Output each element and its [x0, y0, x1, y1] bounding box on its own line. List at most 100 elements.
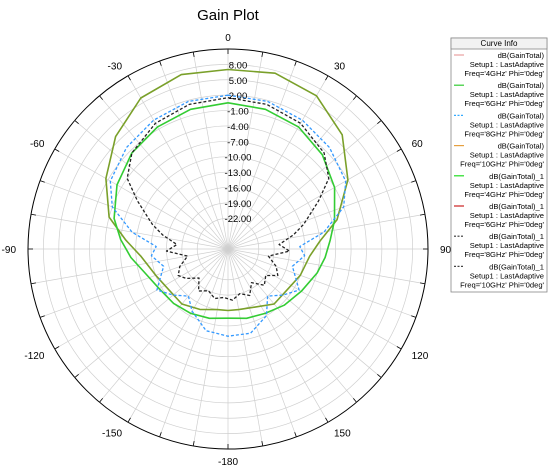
angle-tick-label: 60: [412, 139, 424, 150]
angular-grid-line: [54, 148, 229, 250]
legend-entry-name: dB(GainTotal): [498, 81, 545, 90]
legend-entry-name: dB(GainTotal)_1: [489, 262, 544, 271]
legend-entry-name: dB(GainTotal)_1: [489, 232, 544, 241]
radial-tick-label: -13.00: [225, 168, 252, 179]
angle-tick-label: 90: [440, 245, 452, 256]
outer-tick: [419, 213, 426, 216]
angular-grid-line: [227, 248, 426, 285]
legend-entry-freq: Freq='6GHz' Phi='0deg': [464, 99, 544, 108]
angle-tick-label: -90: [2, 245, 17, 256]
angular-grid-line: [227, 51, 264, 250]
legend-entry-freq: Freq='4GHz' Phi='0deg': [464, 69, 544, 78]
angular-grid-line: [227, 95, 357, 250]
radial-tick-label: -1.00: [227, 107, 249, 118]
legend-entry-name: dB(GainTotal): [498, 111, 545, 120]
legend-entry-name: dB(GainTotal): [498, 51, 545, 60]
angular-grid-line: [99, 95, 229, 250]
legend-entry-freq: Freq='8GHz' Phi='0deg': [464, 250, 544, 259]
legend-entry-setup: Setup1 : LastAdaptive: [470, 90, 544, 99]
polar-grid: [27, 48, 429, 450]
radial-tick-label: -16.00: [225, 183, 252, 194]
outer-tick: [74, 374, 79, 378]
angular-grid-line: [30, 248, 229, 285]
angle-tick-label: 30: [334, 61, 346, 72]
angular-grid-line: [127, 75, 229, 250]
angular-grid-line: [159, 60, 229, 250]
legend-entry-setup: Setup1 : LastAdaptive: [470, 181, 544, 190]
outer-tick: [325, 417, 329, 423]
legend-entry-freq: Freq='10GHz' Phi='0deg': [460, 280, 544, 289]
legend-entry-setup: Setup1 : LastAdaptive: [470, 211, 544, 220]
radial-tick-label: -22.00: [225, 214, 252, 225]
outer-tick: [159, 432, 162, 438]
angle-tick-label: -120: [24, 351, 44, 362]
series-line: [113, 102, 336, 320]
outer-tick: [74, 120, 79, 124]
legend-entry-name: dB(GainTotal)_1: [489, 202, 544, 211]
angular-grid-line: [227, 248, 382, 378]
series-line: [126, 97, 330, 301]
radial-tick-label: 2.00: [229, 91, 248, 102]
radial-tick-label: -10.00: [225, 153, 252, 164]
angular-grid-line: [127, 248, 229, 423]
outer-tick: [419, 282, 426, 285]
legend-entry-freq: Freq='4GHz' Phi='0deg': [464, 190, 544, 199]
outer-tick: [294, 432, 297, 438]
angle-tick-label: -30: [108, 61, 123, 72]
outer-tick: [30, 213, 37, 216]
radial-tick-label: -19.00: [225, 199, 252, 210]
radial-tick-label: 8.00: [229, 60, 248, 71]
series-line: [109, 94, 347, 337]
legend-box: [450, 37, 548, 293]
outer-tick: [377, 374, 382, 378]
outer-tick: [353, 398, 357, 403]
legend-title: Curve Info: [481, 39, 518, 48]
angle-tick-label: -180: [218, 457, 238, 468]
legend-entry-setup: Setup1 : LastAdaptive: [470, 120, 544, 129]
angular-grid-line: [159, 248, 229, 438]
radial-tick-label: -4.00: [227, 122, 249, 133]
outer-tick: [192, 440, 195, 447]
angular-grid-line: [227, 248, 417, 318]
legend-entry-setup: Setup1 : LastAdaptive: [470, 241, 544, 250]
legend-entry-name: dB(GainTotal): [498, 142, 545, 151]
outer-tick: [261, 51, 264, 58]
angular-grid-line: [74, 120, 229, 250]
legend-entry-name: dB(GainTotal)_1: [489, 172, 544, 181]
legend-entry-setup: Setup1 : LastAdaptive: [470, 271, 544, 280]
outer-tick: [99, 398, 103, 403]
angular-grid-line: [30, 213, 229, 250]
outer-tick: [294, 60, 297, 66]
outer-tick: [54, 346, 60, 350]
legend-header-box: [450, 37, 548, 50]
angular-grid-line: [227, 248, 329, 423]
angular-grid-line: [39, 248, 229, 318]
angular-grid-line: [192, 51, 229, 250]
outer-tick: [377, 120, 382, 124]
angular-grid-line: [227, 248, 297, 438]
angle-tick-label: 0: [225, 33, 231, 44]
legend-entry-setup: Setup1 : LastAdaptive: [470, 151, 544, 160]
angular-grid-line: [227, 248, 264, 447]
outer-tick: [30, 282, 37, 285]
angular-grid-line: [192, 248, 229, 447]
angular-grid-line: [227, 75, 329, 250]
angular-grid-line: [227, 180, 417, 250]
outer-tick: [411, 315, 417, 318]
angular-grid-line: [54, 248, 229, 350]
radial-labels: 8.00 5.00 2.00 -1.00 -4.00 -7.00 -10.00 -13.00 -…: [225, 60, 252, 225]
series-group: [105, 68, 349, 337]
outer-tick: [127, 417, 131, 423]
angle-labels: 0 30 60 90 120 150 -180 -150 -120 -90 -60 -30: [2, 33, 452, 468]
legend-entry-freq: Freq='6GHz' Phi='0deg': [464, 220, 544, 229]
angular-grid-line: [227, 213, 426, 250]
outer-tick: [411, 180, 417, 183]
chart-title: Gain Plot: [197, 7, 260, 24]
angle-tick-label: 120: [412, 351, 429, 362]
angular-grid-line: [227, 120, 382, 250]
outer-tick: [396, 346, 402, 350]
outer-tick: [54, 148, 60, 152]
radial-tick-label: -7.00: [227, 137, 249, 148]
legend: Curve Info dB(GainTotal)Setup1 : LastAda…: [450, 37, 548, 293]
